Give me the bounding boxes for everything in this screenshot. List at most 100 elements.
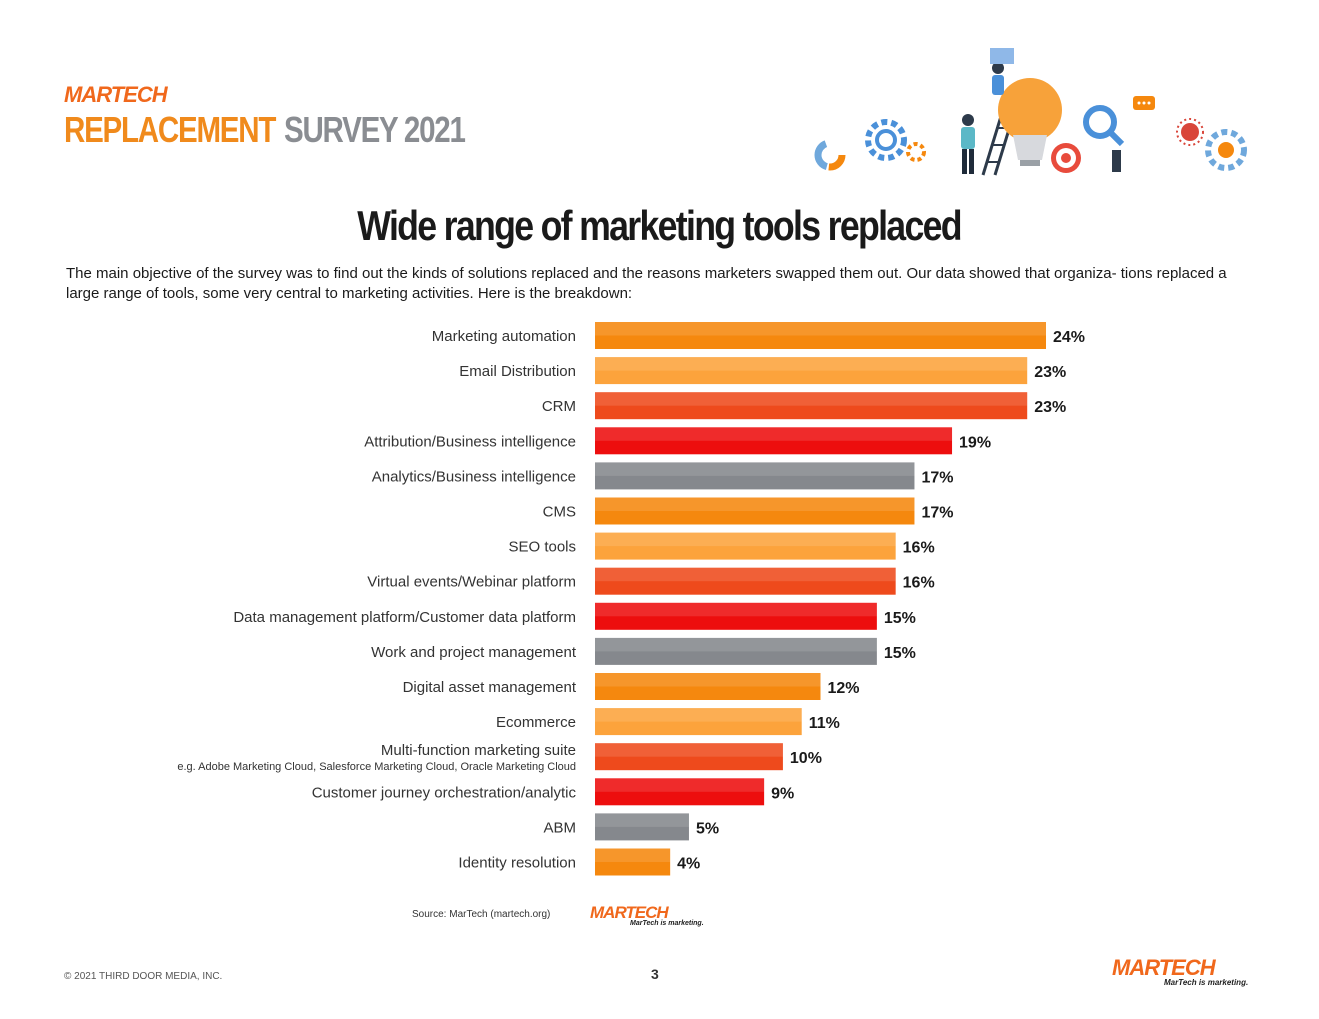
bar-highlight xyxy=(595,743,783,757)
target-icon xyxy=(1051,143,1081,173)
category-label: Digital asset management xyxy=(403,679,577,696)
bar-highlight xyxy=(595,567,896,582)
category-label: Attribution/Business intelligence xyxy=(364,433,576,450)
page-number: 3 xyxy=(651,966,659,982)
category-label: Marketing automation xyxy=(432,328,576,345)
pie-chart-icon xyxy=(814,139,846,171)
value-label: 17% xyxy=(921,505,953,522)
category-label: CRM xyxy=(542,398,576,415)
bar-row: Virtual events/Webinar platform 16% xyxy=(367,567,935,595)
bar-highlight xyxy=(595,322,1046,336)
lightbulb-icon xyxy=(998,78,1062,166)
bar-highlight xyxy=(595,602,877,617)
value-label: 23% xyxy=(1034,364,1066,381)
copyright: © 2021 THIRD DOOR MEDIA, INC. xyxy=(64,971,223,982)
bar xyxy=(595,427,953,455)
category-sublabel: e.g. Adobe Marketing Cloud, Salesforce M… xyxy=(177,761,576,773)
footer-logo-tagline: MarTech is marketing. xyxy=(1164,978,1249,987)
bar-highlight xyxy=(595,392,1028,406)
value-label: 24% xyxy=(1053,329,1085,346)
intro-paragraph: The main objective of the survey was to … xyxy=(66,265,1227,302)
bar xyxy=(595,848,671,876)
bar-row: Analytics/Business intelligence 17% xyxy=(372,462,953,490)
bar-row: ABM 5% xyxy=(543,813,719,841)
bar-row: Customer journey orchestration/analytic 9… xyxy=(312,778,794,806)
bar xyxy=(595,708,802,736)
gear-icon xyxy=(865,119,926,162)
bar-highlight xyxy=(595,357,1028,371)
survey-title-replacement: REPLACEMENT xyxy=(64,109,276,150)
value-label: 23% xyxy=(1034,399,1066,416)
category-label: Ecommerce xyxy=(496,714,576,731)
chat-bubble-icon xyxy=(1133,96,1155,110)
category-label: SEO tools xyxy=(508,539,576,556)
bar-highlight xyxy=(595,637,877,652)
value-label: 9% xyxy=(771,785,794,802)
footer-logo: MARTECH MarTech is marketing. xyxy=(1112,955,1248,987)
bar-row: Identity resolution 4% xyxy=(458,848,700,876)
bar-row: Marketing automation 24% xyxy=(432,322,1085,349)
bar-highlight xyxy=(595,813,689,827)
bar-highlight xyxy=(595,532,896,547)
source-note: Source: MarTech (martech.org) xyxy=(412,909,551,920)
bar-row: CMS 17% xyxy=(543,497,953,525)
category-label: Identity resolution xyxy=(458,855,576,872)
bar-highlight xyxy=(595,778,765,792)
value-label: 17% xyxy=(921,469,953,486)
bar xyxy=(595,392,1028,420)
bar xyxy=(595,637,877,665)
bar xyxy=(595,743,783,771)
category-label: ABM xyxy=(543,819,576,836)
value-label: 15% xyxy=(884,645,916,662)
bar-highlight xyxy=(595,462,915,476)
magnifier-icon xyxy=(1083,105,1125,172)
bar xyxy=(595,567,896,595)
survey-title-year: SURVEY 2021 xyxy=(283,109,466,150)
bar-row: Attribution/Business intelligence 19% xyxy=(364,427,991,455)
value-label: 5% xyxy=(696,820,719,837)
category-label: Multi-function marketing suite xyxy=(381,742,576,759)
bar-chart: Marketing automation 24% Email Distributio… xyxy=(177,322,1085,876)
header-brand: MARTECH REPLACEMENT SURVEY 2021 xyxy=(64,84,504,158)
bar-highlight xyxy=(595,673,821,687)
climber-icon xyxy=(990,48,1014,95)
bar xyxy=(595,673,821,700)
footer-logo-mark: MARTECH xyxy=(1112,955,1216,980)
bar-row: Work and project management 15% xyxy=(371,637,916,665)
bar xyxy=(595,813,689,841)
bar-highlight xyxy=(595,708,802,722)
bar xyxy=(595,602,877,630)
bar-row: CRM 23% xyxy=(542,392,1066,420)
virus-gear-icon xyxy=(1176,118,1204,146)
source-logo: MARTECH MarTech is marketing. xyxy=(590,903,704,927)
source-logo-tagline: MarTech is marketing. xyxy=(630,920,704,927)
bar xyxy=(595,497,915,525)
category-label: Email Distribution xyxy=(459,363,576,380)
bar-row: Multi-function marketing suite e.g. Adobe… xyxy=(177,742,822,773)
martech-logo: MARTECH xyxy=(64,82,168,107)
page-title: Wide range of marketing tools replaced xyxy=(357,202,963,249)
category-label: Analytics/Business intelligence xyxy=(372,468,576,485)
category-label: Customer journey orchestration/analytic xyxy=(312,784,577,801)
cloud-gear-icon xyxy=(1205,129,1247,171)
category-label: Work and project management xyxy=(371,644,577,661)
bar xyxy=(595,532,896,560)
value-label: 19% xyxy=(959,434,991,451)
bar-row: Email Distribution 23% xyxy=(459,357,1066,385)
marketing-illustration xyxy=(814,48,1247,176)
category-label: Data management platform/Customer data p… xyxy=(233,609,576,626)
bar xyxy=(595,778,765,806)
value-label: 12% xyxy=(828,680,860,697)
value-label: 10% xyxy=(790,750,822,767)
value-label: 16% xyxy=(903,575,935,592)
source-logo-mark: MARTECH xyxy=(590,903,669,922)
bar-row: Digital asset management 12% xyxy=(403,673,860,700)
bar-row: SEO tools 16% xyxy=(508,532,935,560)
bar-highlight xyxy=(595,427,953,441)
value-label: 16% xyxy=(903,540,935,557)
value-label: 15% xyxy=(884,610,916,627)
bar-row: Ecommerce 11% xyxy=(496,708,840,736)
bar xyxy=(595,357,1028,385)
bar xyxy=(595,322,1046,349)
category-label: Virtual events/Webinar platform xyxy=(367,574,576,591)
